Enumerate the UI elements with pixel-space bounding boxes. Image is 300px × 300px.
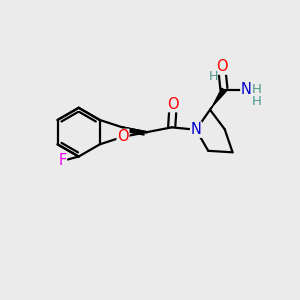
Text: O: O [117,129,129,144]
Text: H: H [252,95,262,108]
Text: O: O [216,59,227,74]
Text: F: F [58,154,66,169]
Text: H: H [252,83,262,96]
Text: N: N [190,122,202,137]
Polygon shape [209,88,226,110]
Text: N: N [241,82,252,97]
Text: O: O [167,97,179,112]
Text: H: H [209,70,218,83]
